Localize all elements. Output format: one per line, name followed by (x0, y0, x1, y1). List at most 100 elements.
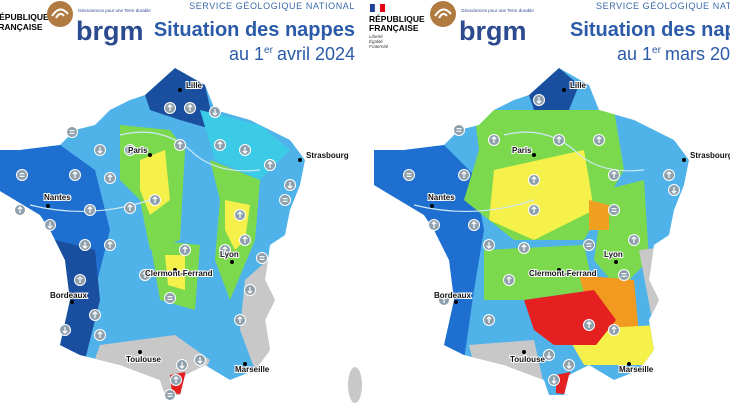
trend-glyph (77, 276, 83, 283)
city-label: Lille (186, 81, 203, 90)
date-part: au 1 (617, 44, 652, 64)
city-dot (614, 260, 618, 264)
date-sup: er (264, 45, 274, 56)
trend-glyph (173, 376, 179, 383)
panel-april: Lille Paris Strasbourg Nantes Clermont-Ferra… (0, 1, 362, 403)
trend-glyph (82, 242, 88, 249)
service: SERVICE GÉOLOGIQUE NATIONAL (596, 1, 730, 11)
city-dot (557, 268, 561, 272)
trend-glyph (237, 316, 243, 323)
trend-icon (403, 169, 415, 181)
city-label: Paris (128, 146, 148, 155)
trend-icon (618, 269, 630, 281)
trend-glyph (521, 244, 527, 251)
trend-glyph (242, 147, 248, 154)
city-dot (454, 300, 458, 304)
trend-icon (453, 124, 465, 136)
trend-icon (279, 194, 291, 206)
trend-glyph (19, 173, 25, 177)
trend-glyph (242, 236, 248, 243)
trend-glyph (127, 146, 133, 153)
trend-glyph (666, 171, 672, 178)
trend-glyph (406, 173, 412, 177)
trend-glyph (506, 276, 512, 283)
trend-glyph (107, 241, 113, 248)
city-label: Marseille (235, 365, 270, 374)
trend-glyph (97, 331, 103, 338)
trend-glyph (631, 236, 637, 243)
trend-glyph (152, 196, 158, 203)
tagline: Géosciences pour une Terre durable (461, 8, 534, 13)
city-label: Lille (570, 81, 587, 90)
trend-glyph (17, 206, 23, 213)
brand: brgm (76, 16, 144, 46)
trend-glyph (167, 393, 173, 397)
service: SERVICE GÉOLOGIQUE NATIONAL (189, 1, 355, 11)
trend-glyph (596, 136, 602, 143)
city-dot (46, 204, 50, 208)
trend-glyph (237, 211, 243, 218)
trend-glyph (486, 242, 492, 249)
trend-glyph (212, 109, 218, 116)
trend-glyph (69, 130, 75, 134)
trend-glyph (107, 174, 113, 181)
date: au 1er avril 2024 (229, 44, 355, 64)
trend-glyph (247, 287, 253, 294)
city-dot (178, 88, 182, 92)
trend-glyph (182, 246, 188, 253)
trend-glyph (456, 128, 462, 132)
trend-icon (256, 252, 268, 264)
motto: Fraternité (369, 44, 389, 49)
city-dot (682, 158, 686, 162)
republic-line: RÉPUBLIQUE (0, 12, 49, 22)
motto: Liberté (369, 34, 383, 39)
trend-glyph (179, 362, 185, 369)
trend-glyph (671, 187, 677, 194)
trend-glyph (586, 243, 592, 247)
trend-glyph (461, 171, 467, 178)
city-dot (138, 350, 142, 354)
tagline: Géosciences pour une Terre durable (78, 8, 151, 13)
city-label: Lyon (220, 250, 239, 259)
trend-glyph (611, 171, 617, 178)
city-label: Paris (512, 146, 532, 155)
date-part: avril 2024 (277, 44, 355, 64)
city-label: Nantes (428, 193, 455, 202)
date-part: mars 2024 (665, 44, 730, 64)
map: Lille Paris Strasbourg Nantes Clermont-Ferra… (374, 68, 730, 395)
trend-glyph (167, 104, 173, 111)
date-part: au 1 (229, 44, 264, 64)
trend-glyph (87, 206, 93, 213)
trend-glyph (267, 161, 273, 168)
trend-glyph (551, 377, 557, 384)
trend-glyph (287, 182, 293, 189)
trend-glyph (531, 176, 537, 183)
trend-glyph (142, 271, 148, 278)
trend-glyph (621, 273, 627, 277)
republic-line: RÉPUBLIQUE (369, 14, 425, 24)
city-label: Lyon (604, 250, 623, 259)
trend-glyph (536, 97, 542, 104)
trend-glyph (259, 256, 265, 260)
city-dot (532, 153, 536, 157)
motto: Égalité (369, 38, 383, 44)
city-label: Toulouse (510, 355, 546, 364)
trend-glyph (97, 147, 103, 154)
trend-glyph (486, 316, 492, 323)
map: Lille Paris Strasbourg Nantes Clermont-Ferra… (0, 68, 362, 403)
trend-glyph (217, 141, 223, 148)
trend-glyph (282, 198, 288, 202)
city-label: Strasbourg (306, 151, 349, 160)
trend-glyph (127, 204, 133, 211)
trend-glyph (47, 222, 53, 229)
republic-line: FRANÇAISE (369, 23, 419, 33)
republic-line: FRANÇAISE (0, 22, 43, 32)
city-dot (430, 204, 434, 208)
trend-glyph (197, 357, 203, 364)
trend-glyph (611, 326, 617, 333)
trend-glyph (491, 136, 497, 143)
city-dot (173, 268, 177, 272)
trend-glyph (72, 171, 78, 178)
